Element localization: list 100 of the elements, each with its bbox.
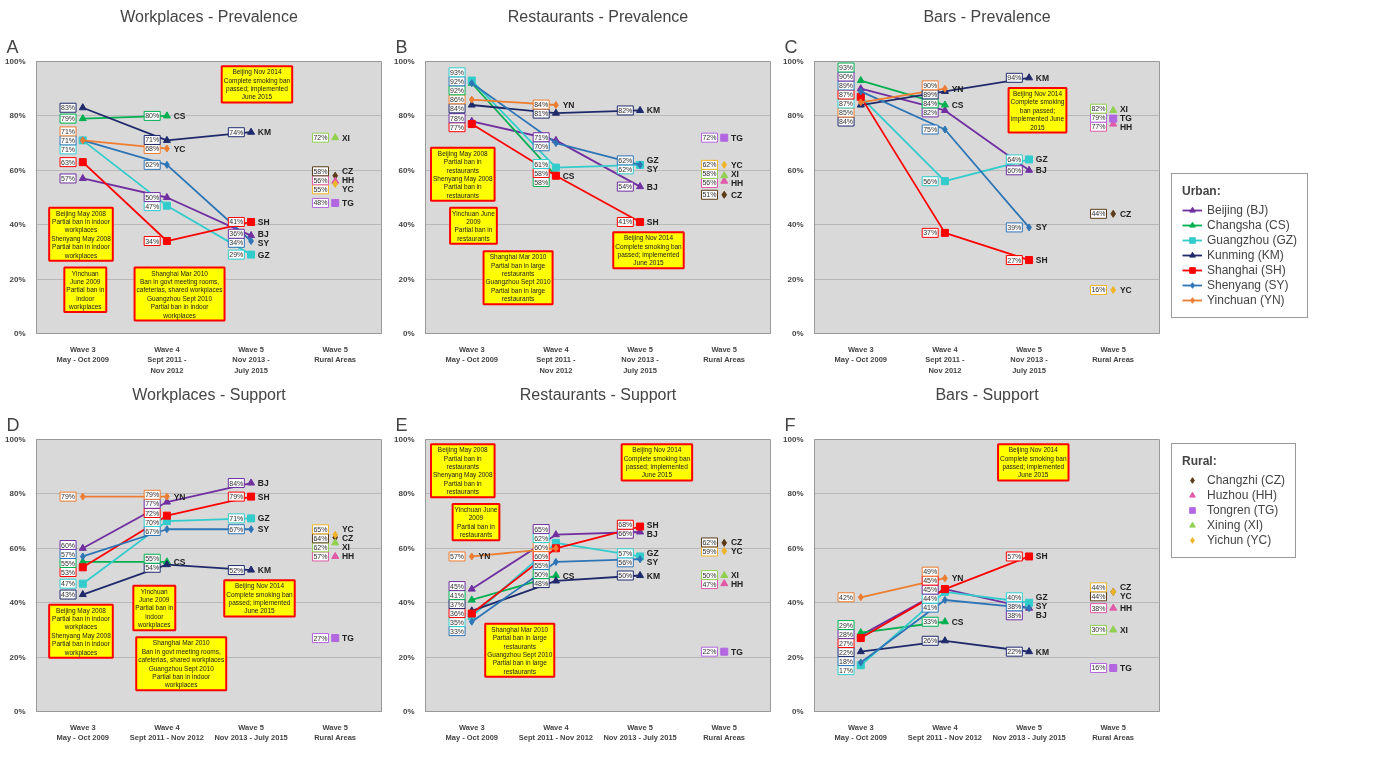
y-tick-label: 60%: [787, 165, 804, 175]
annotation: BJ: [646, 181, 658, 192]
annotation: GZ: [646, 155, 659, 166]
annotation: BJ: [1035, 165, 1047, 176]
y-tick-label: 20%: [398, 274, 415, 284]
annotation: YC: [341, 524, 354, 535]
text: F: [784, 414, 796, 435]
chart-title: Bars - Support: [935, 385, 1040, 403]
text: C: [784, 36, 798, 57]
y-tick-label: 20%: [9, 652, 26, 662]
annotation: YC: [1119, 591, 1132, 602]
annotation: YC: [341, 184, 354, 195]
legend-label: Yinchuan (YN): [1207, 293, 1285, 307]
annotation: CZ: [1119, 582, 1132, 593]
annotation: SY: [257, 237, 270, 248]
annotation: KM: [646, 105, 661, 116]
annotation: SH: [1035, 255, 1048, 266]
annotation: HH: [730, 579, 744, 590]
annotation: BJ: [257, 478, 269, 489]
annotation: SH: [257, 216, 270, 227]
annotation: YN: [951, 573, 964, 584]
annotation: CS: [173, 556, 186, 567]
text: E: [395, 414, 408, 435]
annotation: SH: [257, 491, 270, 502]
y-tick-label: 80%: [787, 489, 804, 499]
y-tick-label: 100%: [5, 57, 26, 66]
annotation: XI: [730, 570, 739, 581]
y-tick-label: 100%: [783, 435, 804, 444]
annotation: SY: [646, 557, 659, 568]
annotation: CS: [173, 110, 186, 121]
annotation: TG: [730, 132, 744, 143]
annotation: XI: [1119, 624, 1128, 635]
chart-title: Workplaces - Prevalence: [120, 7, 298, 25]
legend-label: Changzhi (CZ): [1207, 473, 1286, 487]
annotation: XI: [730, 168, 739, 179]
y-tick-label: 100%: [394, 57, 415, 66]
legend-title: Rural:: [1182, 454, 1218, 468]
y-tick-label: 40%: [398, 598, 415, 608]
annotation: HH: [1119, 121, 1133, 132]
text: D: [6, 414, 20, 435]
annotation: BJ: [646, 528, 658, 539]
legend-label: Guangzhou (GZ): [1207, 233, 1298, 247]
annotation: SY: [257, 524, 270, 535]
y-tick-label: 100%: [394, 435, 415, 444]
annotation: YC: [730, 546, 743, 557]
annotation: CZ: [1119, 208, 1132, 219]
y-tick-label: 0%: [13, 329, 26, 338]
y-tick-label: 40%: [398, 220, 415, 230]
annotation: YC: [1119, 284, 1132, 295]
y-tick-label: 60%: [9, 543, 26, 553]
annotation: KM: [257, 127, 272, 138]
annotation: GZ: [257, 249, 270, 260]
y-tick-label: 100%: [783, 57, 804, 66]
legend-label: Kunming (KM): [1207, 248, 1284, 262]
text: A: [6, 36, 19, 57]
annotation: KM: [1035, 646, 1050, 657]
annotation: HH: [730, 177, 744, 188]
y-tick-label: 60%: [398, 165, 415, 175]
annotation: CZ: [341, 166, 354, 177]
annotation: YN: [173, 491, 186, 502]
chart-title: Restaurants - Prevalence: [507, 7, 689, 25]
annotation: YC: [730, 159, 743, 170]
annotation: CS: [562, 170, 575, 181]
legend-label: Shanghai (SH): [1207, 263, 1286, 277]
annotation: CS: [951, 616, 964, 627]
y-tick-label: 60%: [787, 543, 804, 553]
legend-label: Yichun (YC): [1207, 533, 1272, 547]
annotation: HH: [1119, 603, 1133, 614]
annotation: CZ: [730, 537, 743, 548]
y-tick-label: 40%: [787, 598, 804, 608]
y-tick-label: 80%: [9, 489, 26, 499]
annotation: TG: [341, 633, 355, 644]
legend-label: Changsha (CS): [1207, 218, 1290, 232]
annotation: GZ: [1035, 154, 1048, 165]
chart-title: Restaurants - Support: [519, 385, 677, 403]
y-tick-label: 100%: [5, 435, 26, 444]
y-tick-label: 60%: [398, 543, 415, 553]
chart-title: Workplaces - Support: [132, 385, 287, 403]
annotation: XI: [341, 542, 350, 553]
y-tick-label: 20%: [9, 274, 26, 284]
annotation: XI: [1119, 103, 1128, 114]
annotation: CZ: [341, 533, 354, 544]
annotation: GZ: [1035, 592, 1048, 603]
y-tick-label: 80%: [787, 111, 804, 121]
y-tick-label: 80%: [398, 489, 415, 499]
legend-label: Tongren (TG): [1207, 503, 1279, 517]
legend-title: Urban:: [1182, 184, 1222, 198]
annotation: GZ: [646, 548, 659, 559]
y-tick-label: 0%: [402, 707, 415, 716]
annotation: TG: [730, 646, 744, 657]
legend-label: Huzhou (HH): [1207, 488, 1278, 502]
legend-label: Xining (XI): [1207, 518, 1264, 532]
annotation: KM: [646, 570, 661, 581]
annotation: CZ: [730, 189, 743, 200]
chart-title: Bars - Prevalence: [923, 7, 1051, 25]
annotation: BJ: [257, 228, 269, 239]
y-tick-label: 0%: [791, 329, 804, 338]
y-tick-label: 20%: [787, 652, 804, 662]
annotation: KM: [1035, 72, 1050, 83]
annotation: YN: [562, 100, 575, 111]
